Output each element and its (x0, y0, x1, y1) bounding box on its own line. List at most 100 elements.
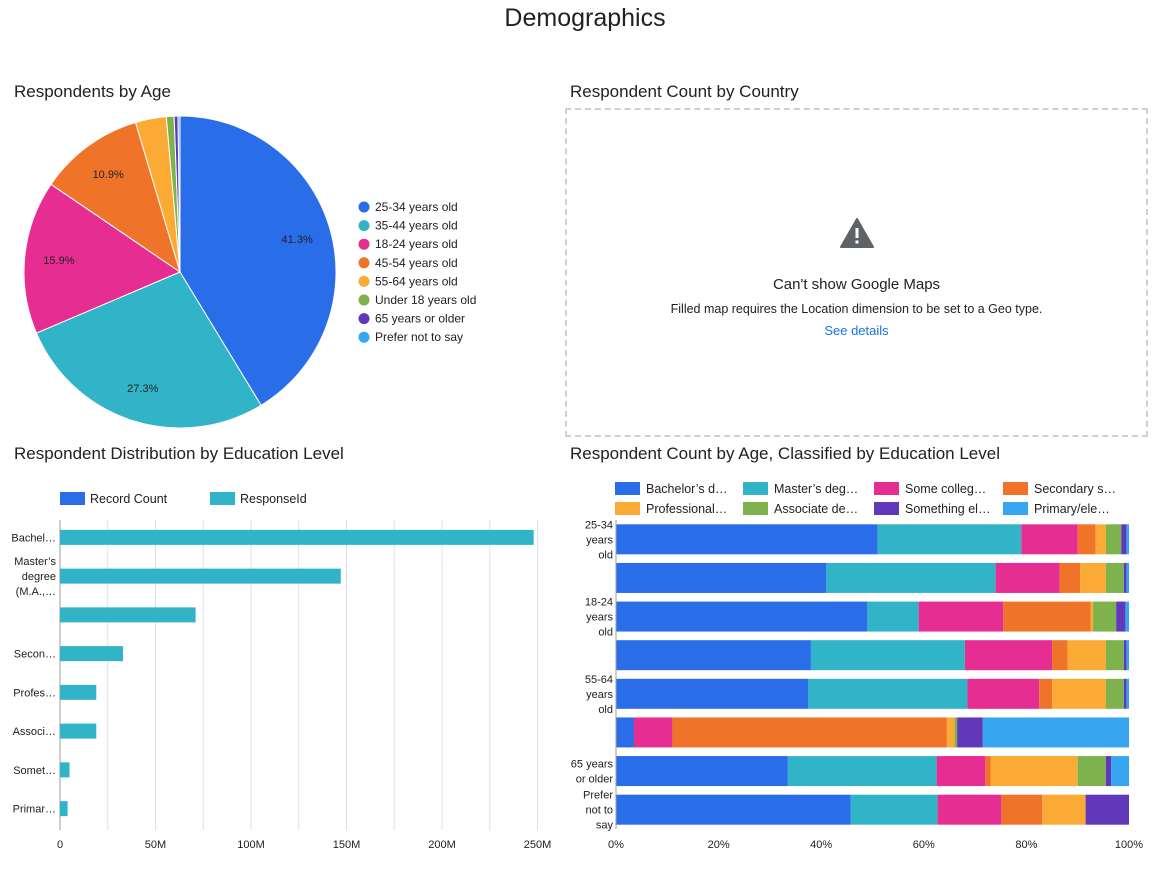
age-education-stacked-chart: Bachelor’s d… Master’s deg… Some colleg… Se… (571, 482, 1143, 851)
stacked-segment (616, 717, 634, 748)
bar (60, 646, 124, 662)
legend-swatch (358, 313, 370, 325)
stacked-segment (1077, 756, 1106, 787)
y-category-label: 55-64 years old (585, 674, 614, 716)
stacked-segment (672, 717, 947, 748)
legend-label: Some colleg… (905, 482, 986, 496)
stacked-segment (1125, 601, 1129, 632)
stacked-segment (1123, 562, 1127, 593)
stacked-segment (995, 562, 1060, 593)
stacked-segment (1105, 678, 1124, 709)
stacked-segment (787, 756, 937, 787)
pie-slice (179, 115, 337, 406)
legend-label: 25-34 years old (375, 200, 458, 214)
stacked-segment (964, 640, 1053, 671)
pie-chart-title: Respondents by Age (14, 82, 171, 101)
x-tick-label: 100M (237, 839, 265, 851)
stacked-segment (1126, 524, 1129, 555)
stacked-segment (867, 601, 919, 632)
legend-swatch (1003, 482, 1028, 495)
map-error-panel: Can't show Google Maps Filled map requir… (565, 108, 1148, 437)
age-pie-chart: 41.3% 27.3% 15.9% 10.9% 25-34 years old 35-44… (23, 115, 476, 429)
legend-swatch (615, 482, 640, 495)
stacked-segment (936, 756, 986, 787)
y-category-label: Profes… (13, 687, 56, 699)
education-chart-title: Respondent Distribution by Education Lev… (14, 444, 344, 463)
education-bar-chart: Record Count ResponseId 0 50M 100M 150M 200M 25… (11, 492, 551, 851)
y-category-label: 25-34 years old (585, 519, 614, 561)
stacked-segment (918, 601, 1004, 632)
stacked-segment (850, 794, 938, 825)
legend-swatch (358, 220, 370, 232)
legend-swatch (358, 201, 370, 213)
stacked-segment (1095, 524, 1106, 555)
legend-label: Bachelor’s d… (646, 482, 728, 496)
stacked-segment (1116, 601, 1126, 632)
stacked-segment (1085, 794, 1129, 825)
stacked-segment (954, 717, 958, 748)
stacked-segment (937, 794, 1002, 825)
pie-slice-label: 10.9% (93, 169, 124, 181)
y-category-label: 18-24 years old (585, 597, 614, 639)
stacked-segment (616, 601, 868, 632)
legend-swatch (358, 275, 370, 287)
x-tick-label: 50M (145, 839, 166, 851)
pie-slice-label: 27.3% (127, 383, 158, 395)
legend-swatch (874, 482, 899, 495)
y-category-label: 65 years or older (571, 759, 614, 786)
x-tick-label: 0% (608, 839, 624, 851)
map-error-heading: Can't show Google Maps (772, 276, 941, 293)
legend-label: Something el… (905, 502, 990, 516)
y-category-label: Bachel… (11, 532, 56, 544)
legend-swatch (1003, 502, 1028, 515)
stacked-segment (1126, 678, 1129, 709)
bar (60, 762, 70, 778)
x-tick-label: 200M (428, 839, 456, 851)
x-tick-label: 40% (810, 839, 832, 851)
x-tick-label: 20% (708, 839, 730, 851)
stacked-segment (616, 640, 811, 671)
pie-slice (23, 183, 182, 334)
legend-swatch (358, 331, 370, 343)
pie-slice (35, 271, 262, 429)
stacked-segment (1021, 524, 1078, 555)
stacked-segment (616, 562, 827, 593)
stacked-segment (990, 756, 1078, 787)
bar (60, 723, 97, 739)
stacked-segment (1077, 524, 1096, 555)
stacked-segment (616, 756, 788, 787)
stacked-segment (810, 640, 965, 671)
legend-swatch (358, 294, 370, 306)
legend-swatch (743, 502, 768, 515)
stacked-segment (1105, 524, 1122, 555)
legend-swatch (210, 492, 235, 505)
stacked-segment (1003, 601, 1091, 632)
see-details-link[interactable]: See details (824, 323, 889, 338)
stacked-segment (982, 717, 1129, 748)
stacked-segment (877, 524, 1022, 555)
stacked-segment (1080, 562, 1106, 593)
y-category-label: Master’s degree (M.A.,… (14, 556, 56, 598)
stacked-segment (1052, 640, 1068, 671)
pie-slice (177, 115, 181, 273)
y-category-label: Prefer not to say (583, 790, 613, 832)
stacked-segment (1039, 678, 1053, 709)
x-tick-label: 80% (1015, 839, 1037, 851)
y-category-label: Associ… (13, 726, 56, 738)
stacked-segment (1111, 756, 1129, 787)
stacked-segment (633, 717, 673, 748)
legend-swatch (358, 257, 370, 269)
stacked-segment (1105, 756, 1112, 787)
page-title: Demographics (504, 4, 666, 32)
legend-swatch (743, 482, 768, 495)
legend-label: Record Count (90, 492, 168, 506)
stacked-segment (985, 756, 991, 787)
legend-label: Under 18 years old (375, 293, 476, 307)
legend-label: 18-24 years old (375, 237, 458, 251)
legend-label: 45-54 years old (375, 256, 458, 270)
stacked-segment (1121, 524, 1127, 555)
legend-label: ResponseId (240, 492, 307, 506)
pie-slice (50, 121, 181, 274)
stacked-segment (1126, 640, 1129, 671)
stacked-segment (616, 794, 851, 825)
